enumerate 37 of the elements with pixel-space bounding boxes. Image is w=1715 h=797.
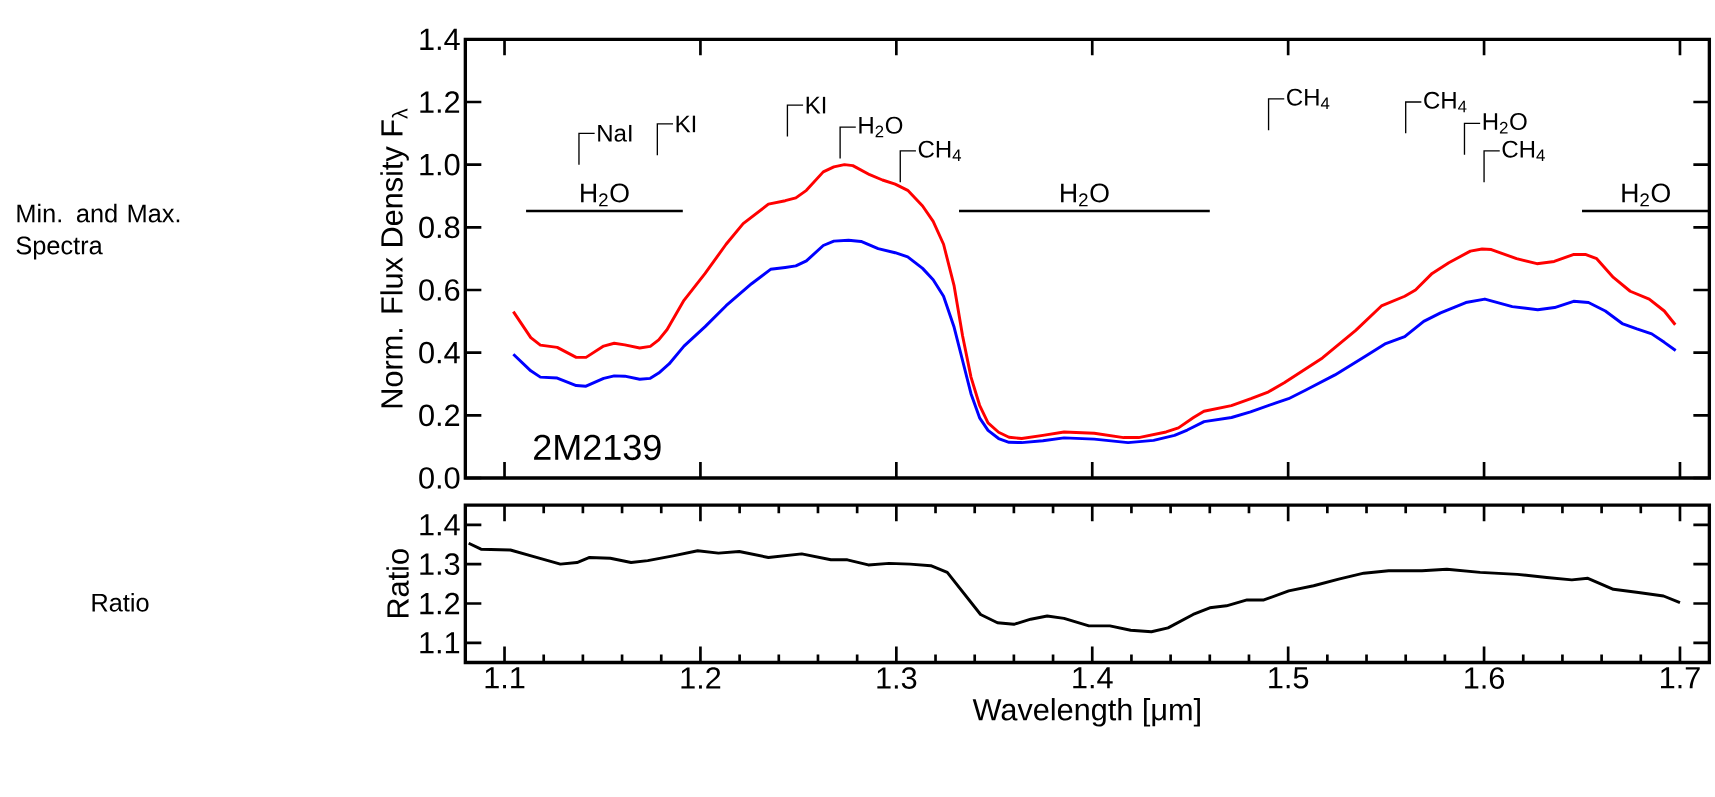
y-tick-label: 1.4 <box>420 514 460 536</box>
annotation: H$_{2}$O <box>581 183 629 207</box>
x-tick-label: 1.7 <box>1661 667 1700 689</box>
x-tick-label: 1.1 <box>485 667 525 689</box>
y-tick-label: 0.6 <box>419 279 460 301</box>
text: Ratio <box>92 593 149 612</box>
text: Min. and Max. Spectra <box>16 203 180 260</box>
y-axis-title: Ratio <box>386 549 409 618</box>
y-tick-label: 0.2 <box>419 404 460 427</box>
y-tick-label: 0.0 <box>419 467 460 489</box>
y-tick-label: 1.0 <box>420 153 460 176</box>
annotation: KI <box>676 115 696 133</box>
y-tick-label: 0.4 <box>419 341 460 364</box>
x-tick-label: 1.2 <box>681 667 721 689</box>
y-tick-label: 1.2 <box>420 592 460 615</box>
y-tick-label: 1.4 <box>420 28 460 50</box>
annotation: NaI <box>598 124 632 142</box>
annotation: KI <box>806 96 826 114</box>
annotation: 2M2139 <box>534 434 661 461</box>
annotation: H$_{2}$O <box>1483 113 1527 134</box>
annotation: H$_{2}$O <box>859 116 903 138</box>
annotation: H$_{2}$O <box>1622 183 1670 207</box>
annotation: CH$_{4}$ <box>1424 91 1467 113</box>
x-tick-label: 1.4 <box>1073 667 1113 689</box>
y-tick-label: 1.1 <box>420 632 460 654</box>
annotation: H$_{2}$O <box>1061 183 1109 207</box>
y-tick-label: 1.2 <box>420 91 460 113</box>
x-axis-title: Wavelength [μm] <box>972 698 1200 727</box>
annotation: CH$_{4}$ <box>1287 88 1330 110</box>
y-tick-label: 1.3 <box>420 553 460 575</box>
y-axis-title: Norm. Flux Density F$_{λ}$ <box>380 108 409 408</box>
x-tick-label: 1.6 <box>1465 667 1505 689</box>
annotation: CH$_{4}$ <box>1502 140 1545 162</box>
annotation: CH$_{4}$ <box>918 140 962 162</box>
x-tick-label: 1.3 <box>877 667 917 689</box>
x-tick-label: 1.5 <box>1269 667 1309 689</box>
y-tick-label: 0.8 <box>419 216 460 239</box>
